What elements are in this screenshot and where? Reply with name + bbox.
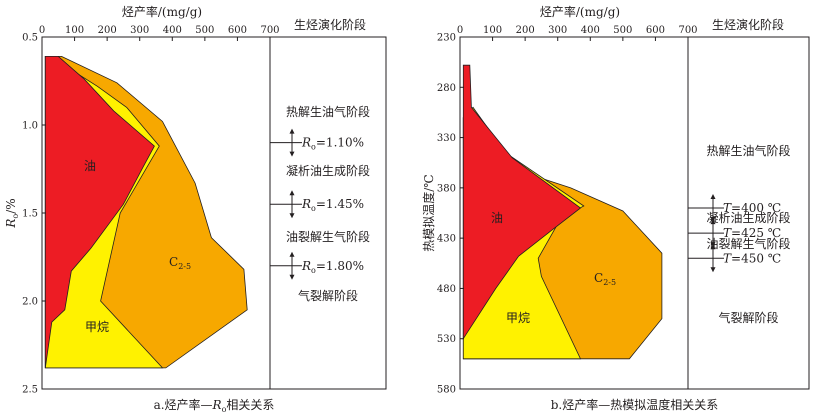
stage-label: 气裂解阶段: [718, 310, 778, 325]
x-tick-label: 400: [163, 25, 182, 36]
boundary-label: T=450 ℃: [723, 251, 781, 265]
x-tick-label: 300: [130, 25, 149, 36]
x-tick-label: 600: [646, 25, 665, 36]
arrow-head-down: [289, 151, 295, 157]
x-tick-label: 700: [678, 25, 697, 36]
arrow-head-up: [289, 190, 295, 196]
stage-header: 生烃演化阶段: [712, 17, 784, 32]
y-tick-label: 2.0: [22, 297, 38, 308]
arrow-head-up: [289, 251, 295, 257]
region-label-c25: C2-5: [169, 255, 191, 271]
arrow-head-up: [289, 128, 295, 134]
panel-caption: a.烃产率—Ro相关关系: [154, 397, 275, 414]
y-tick-label: 2.5: [22, 385, 38, 396]
panel-caption: b.烃产率—热模拟温度相关关系: [551, 397, 719, 412]
boundary-label: T=425 ℃: [723, 226, 781, 240]
arrow-head-up: [710, 219, 716, 225]
x-tick-label: 500: [613, 25, 632, 36]
plot-frame: [459, 36, 810, 390]
region-oil: [44, 56, 155, 368]
y-axis: 0.5 1.0 1.5 2.0 2.5 Ro/%: [4, 33, 46, 396]
boundary-label: Ro=1.45%: [301, 197, 364, 213]
y-tick-label: 1.5: [22, 209, 38, 220]
arrow-head-down: [289, 213, 295, 219]
x-tick-label: 100: [483, 25, 502, 36]
stage-label: 气裂解阶段: [298, 288, 358, 303]
stage-label: 凝析油生成阶段: [706, 210, 790, 225]
y-tick-label: 580: [437, 385, 456, 396]
x-tick-label: 700: [260, 25, 279, 36]
y-tick-label: 280: [437, 83, 456, 94]
region-oil: [462, 64, 582, 341]
region-label-methane: 甲烷: [506, 311, 530, 325]
y-tick-label: 1.0: [22, 121, 38, 132]
x-axis-title: 烃产率/(mg/g): [122, 4, 202, 19]
arrow-head-down: [289, 274, 295, 280]
stage-label: 凝析油生成阶段: [286, 163, 370, 178]
boundary-label: Ro=1.10%: [301, 136, 364, 152]
y-tick-label: 330: [437, 133, 456, 144]
y-axis: 230 280 330 380 430 480 530 580 热模拟温度/℃: [421, 33, 464, 396]
x-tick-label: 300: [548, 25, 567, 36]
arrow-head-up: [710, 244, 716, 250]
y-tick-label: 380: [437, 183, 456, 194]
region-label-oil: 油: [491, 211, 503, 225]
stage-label: 油裂解生气阶段: [286, 229, 370, 244]
boundary-label: Ro=1.80%: [301, 259, 364, 275]
x-tick-label: 0: [457, 25, 463, 36]
x-axis-title: 烃产率/(mg/g): [540, 4, 620, 19]
x-tick-label: 200: [516, 25, 535, 36]
x-tick-label: 200: [98, 25, 117, 36]
y-tick-label: 480: [437, 284, 456, 295]
region-label-methane: 甲烷: [85, 320, 109, 334]
stage-label: 热解生油气阶段: [286, 104, 370, 119]
stage-label: 热解生油气阶段: [706, 143, 790, 158]
panel-b: C2-5 甲烷 油 0 100 200 300 400 500 600 700 烃产率/(mg/g) 2…: [421, 4, 810, 412]
y-tick-label: 530: [437, 334, 456, 345]
y-tick-label: 0.5: [22, 33, 38, 44]
x-tick-label: 100: [65, 25, 84, 36]
arrow-head-down: [710, 267, 716, 273]
boundary-label: T=400 ℃: [723, 201, 781, 215]
x-tick-label: 400: [581, 25, 600, 36]
y-tick-label: 430: [437, 234, 456, 245]
x-axis: 0 100 200 300 400 500 600 700 烃产率/(mg/g): [457, 4, 698, 41]
x-tick-label: 0: [39, 25, 45, 36]
stage-label: 油裂解生气阶段: [706, 236, 790, 251]
region-label-oil: 油: [84, 159, 96, 173]
arrow-head-up: [710, 193, 716, 199]
y-axis-title: Ro/%: [4, 198, 20, 228]
region-label-c25: C2-5: [594, 271, 616, 287]
y-axis-title: 热模拟温度/℃: [421, 174, 436, 251]
x-axis: 0 100 200 300 400 500 600 700 烃产率/(mg/g): [39, 4, 280, 41]
x-tick-label: 600: [228, 25, 247, 36]
x-tick-label: 500: [195, 25, 214, 36]
stage-header: 生烃演化阶段: [294, 17, 366, 32]
y-tick-label: 230: [437, 33, 456, 44]
